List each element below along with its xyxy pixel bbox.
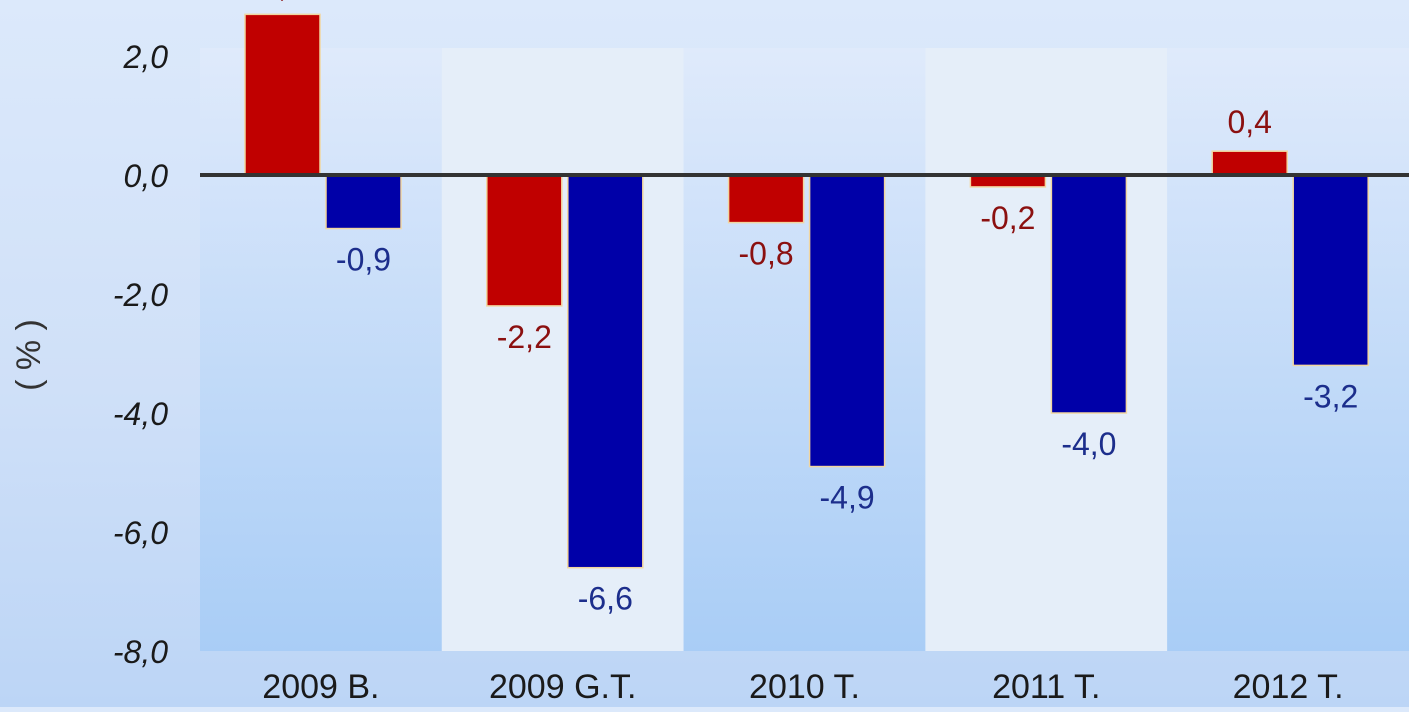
x-tick-label: 2011 T. (992, 668, 1100, 706)
data-label: -0,8 (739, 236, 794, 272)
data-label: -3,2 (1303, 378, 1358, 414)
y-tick-label: 2,0 (123, 39, 169, 75)
data-label: -0,2 (980, 200, 1035, 236)
category-panel (200, 48, 442, 651)
bar (486, 174, 563, 307)
y-axis-label: ( % ) (10, 319, 48, 391)
data-label: 2,7 (260, 0, 304, 3)
x-tick-label: 2009 B. (262, 668, 379, 706)
data-label: -0,9 (336, 242, 391, 278)
bar (567, 174, 644, 569)
category-panel (1167, 48, 1409, 651)
y-tick-label: -4,0 (113, 396, 168, 432)
x-tick-label: 2012 T. (1233, 668, 1344, 706)
bar (325, 174, 402, 230)
bar (808, 174, 886, 468)
data-label: -4,9 (820, 480, 875, 516)
data-label: -4,0 (1061, 426, 1116, 462)
y-tick-label: -6,0 (113, 515, 168, 551)
x-tick-label: 2010 T. (749, 668, 860, 706)
y-tick-label: 0,0 (124, 158, 169, 194)
bar (727, 174, 805, 224)
bar (1292, 174, 1369, 367)
bar (1050, 174, 1128, 414)
x-tick-label: 2009 G.T. (489, 668, 636, 706)
category-panel (441, 48, 684, 651)
category-panel (925, 48, 1168, 651)
y-tick-label: -2,0 (113, 277, 168, 313)
category-panel (683, 48, 926, 651)
bar (1211, 150, 1288, 176)
bar (244, 13, 321, 176)
data-label: -2,2 (497, 319, 552, 355)
data-label: 0,4 (1227, 104, 1271, 140)
data-label: -6,6 (578, 581, 633, 617)
y-tick-label: -8,0 (113, 634, 168, 670)
